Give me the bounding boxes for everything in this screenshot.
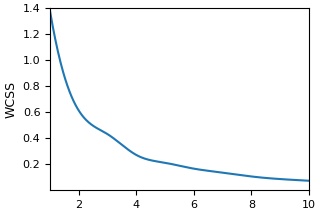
Y-axis label: WCSS: WCSS	[4, 81, 17, 118]
